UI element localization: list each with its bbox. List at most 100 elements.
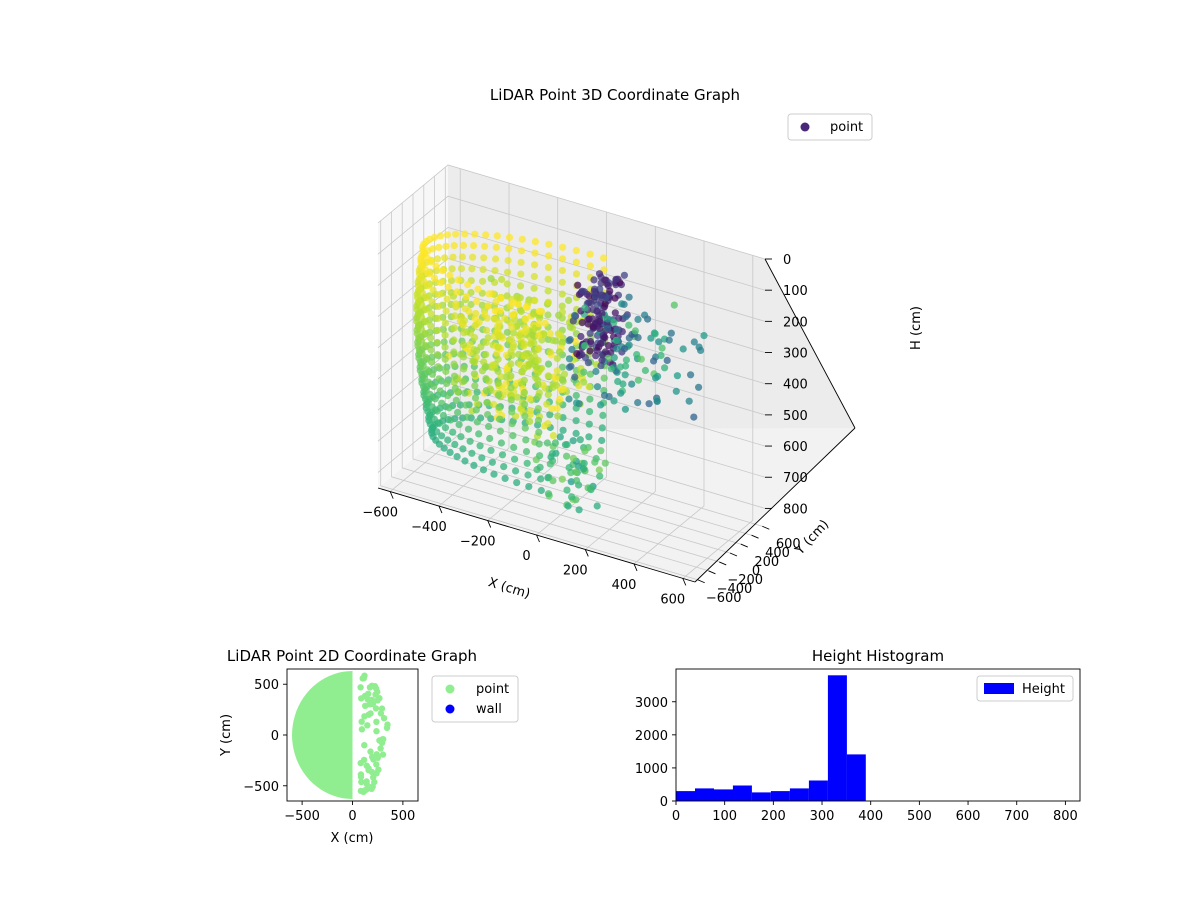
chart-3d-xtick-label-4: 200 — [563, 563, 588, 578]
chart-3d-point-725 — [665, 336, 673, 344]
chart-3d-point-667 — [595, 325, 604, 333]
chart-3d-point-291 — [449, 253, 457, 261]
chart-3d-point-1074 — [482, 338, 490, 346]
chart-3d-point-763 — [613, 326, 621, 334]
chart-3d-point-51 — [544, 311, 552, 319]
chart-3d-point-1022 — [461, 305, 469, 313]
chart-histogram: Height Histogram 0 100 200 300 400 500 600 700 8… — [635, 647, 1081, 824]
chart-3d-point-356 — [442, 242, 450, 250]
chart-3d-point-833 — [435, 440, 443, 448]
chart-3d-point-185 — [673, 372, 682, 380]
chart-3d-point-711 — [617, 389, 625, 397]
chart-2d-ytick-label-0: −500 — [243, 780, 279, 795]
chart-3d-point-648 — [647, 334, 655, 342]
chart-3d-point-958 — [446, 271, 454, 279]
chart-3d-point-137 — [492, 255, 500, 263]
chart-3d-point-935 — [434, 302, 443, 310]
chart-3d-point-1119 — [521, 400, 529, 408]
chart-3d-point-780 — [654, 372, 662, 380]
chart-3d-point-665 — [619, 380, 627, 388]
chart-3d-point-1015 — [569, 454, 578, 462]
chart-3d-point-268 — [487, 275, 495, 283]
chart-3d-point-848 — [645, 400, 653, 408]
chart-2d-point-69 — [373, 751, 380, 758]
chart-3d-point-1056 — [470, 358, 478, 366]
chart-3d-point-317 — [663, 356, 671, 364]
chart-3d-point-1048 — [471, 321, 479, 330]
chart-3d-point-244 — [458, 253, 466, 261]
chart-2d-point-51 — [364, 696, 371, 703]
chart-3d-point-1113 — [507, 360, 515, 368]
chart-3d-point-240 — [457, 265, 466, 273]
chart-3d-point-267 — [611, 294, 619, 302]
chart-3d-point-64 — [544, 263, 553, 272]
chart-3d-point-1011 — [552, 449, 560, 457]
chart-3d-point-426 — [555, 311, 563, 319]
chart-2d-points — [292, 671, 391, 799]
chart-3d-grid-y-0 — [380, 220, 698, 581]
chart-3d-ztick-label-3: 300 — [783, 347, 808, 362]
chart-3d-point-1128 — [534, 369, 542, 377]
chart-3d-xtick-label-0: −600 — [362, 506, 398, 521]
chart-3d-point-919 — [441, 424, 449, 432]
chart-3d-point-758 — [568, 345, 576, 354]
chart-3d-point-570 — [685, 397, 693, 405]
chart-3d-legend-label: point — [830, 120, 863, 135]
chart-3d-point-592 — [637, 355, 645, 363]
chart-3d-point-50 — [586, 408, 594, 416]
chart-3d-point-835 — [565, 355, 574, 363]
chart-3d-point-472 — [606, 287, 614, 295]
chart-3d-point-1106 — [521, 424, 529, 432]
chart-3d-point-1029 — [460, 377, 468, 385]
chart-3d-point-273 — [559, 377, 567, 385]
chart-3d-point-90 — [546, 411, 554, 419]
chart-3d-point-1121 — [520, 352, 529, 360]
chart-3d-point-924 — [438, 267, 446, 275]
chart-3d-point-60 — [598, 424, 606, 432]
chart-3d-point-533 — [450, 378, 458, 386]
chart-3d-point-926 — [438, 399, 446, 407]
chart-3d-point-861 — [424, 378, 433, 386]
chart-3d-point-971 — [441, 319, 449, 327]
chart-histogram-legend: Height — [976, 675, 1074, 702]
chart-3d-point-217 — [473, 388, 481, 396]
chart-3d-point-1073 — [482, 387, 490, 395]
chart-3d-point-913 — [446, 448, 454, 456]
chart-3d-point-548 — [610, 318, 618, 326]
chart-3d-point-850 — [653, 397, 661, 406]
chart-3d-point-308 — [553, 381, 561, 389]
chart-2d-point-48 — [357, 759, 364, 767]
chart-3d-point-750 — [604, 325, 612, 333]
chart-3d-point-902 — [429, 286, 437, 294]
chart-3d-grid-x-6 — [682, 255, 754, 579]
chart-3d-point-985 — [454, 276, 462, 284]
chart-2d-point-61 — [361, 742, 368, 749]
chart-3d-point-1024 — [461, 389, 469, 397]
chart-3d-point-83 — [531, 261, 539, 269]
chart-3d-ztick-label-8: 800 — [783, 502, 808, 517]
chart-3d-point-987 — [454, 408, 462, 417]
chart-3d-xlabel: X (cm) — [486, 575, 532, 602]
chart-3d-point-1094 — [494, 343, 502, 351]
chart-2d-point-43 — [378, 705, 386, 712]
chart-3d-point-432 — [556, 395, 564, 403]
chart-3d-point-890 — [433, 407, 441, 415]
chart-3d-point-807 — [543, 400, 551, 408]
chart-3d-point-1064 — [484, 411, 492, 419]
chart-3d-point-1120 — [534, 344, 543, 352]
chart-3d-point-1063 — [484, 302, 492, 310]
chart-histogram-bar-2 — [714, 789, 733, 801]
chart-3d-point-1129 — [534, 381, 542, 389]
chart-3d-point-966 — [443, 295, 451, 303]
chart-histogram-legend-swatch — [984, 683, 1014, 694]
chart-3d-point-690 — [493, 349, 501, 358]
chart-3d-point-1027 — [460, 317, 469, 325]
chart-3d-point-379 — [586, 347, 594, 355]
chart-2d-xtick-label-2: 500 — [390, 809, 415, 824]
chart-3d-point-35 — [558, 290, 566, 298]
chart-3d-point-1100 — [522, 436, 530, 444]
chart-3d-point-654 — [595, 312, 603, 320]
chart-3d-point-883 — [497, 373, 505, 381]
chart-3d-point-58 — [544, 275, 552, 283]
chart-3d-point-1092 — [508, 311, 517, 319]
